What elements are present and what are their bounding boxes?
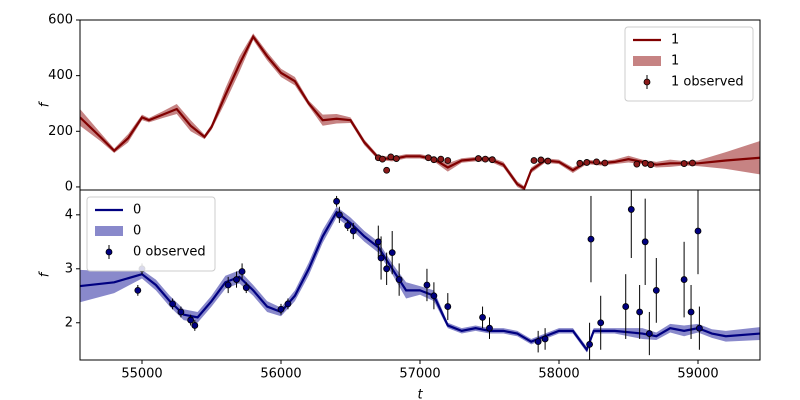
observed-point (488, 156, 496, 164)
x-tick-label: 59000 (677, 367, 718, 382)
observed-point (537, 156, 545, 164)
plot-area (80, 33, 760, 190)
observed-point (277, 305, 285, 313)
observed-point (541, 335, 549, 343)
observed-point (424, 154, 432, 162)
plot-area (80, 190, 760, 360)
legend-swatch (105, 248, 113, 256)
observed-point (695, 324, 703, 332)
observed-point (680, 276, 688, 283)
y-axis-label: f (38, 100, 53, 107)
observed-point (387, 153, 395, 161)
observed-point (444, 303, 452, 310)
observed-point (134, 286, 142, 294)
observed-point (388, 249, 396, 257)
legend-label: 1 (671, 54, 679, 69)
x-axis-label: t (417, 388, 423, 400)
observed-point (430, 156, 438, 164)
observed-point (627, 206, 635, 213)
observed-point (583, 159, 591, 166)
observed-point (377, 254, 385, 262)
y-tick-label: 0 (65, 179, 73, 194)
observed-point (601, 159, 609, 167)
observed-point (652, 286, 660, 294)
observed-point (383, 265, 391, 273)
legend: 1 1 1 observed (624, 26, 754, 102)
observed-point (576, 159, 584, 167)
legend-swatch (633, 56, 661, 66)
observed-point (383, 166, 391, 174)
legend-label: 1 observed (671, 75, 744, 90)
observed-point (481, 155, 489, 163)
observed-point (633, 160, 641, 168)
y-tick-label: 200 (48, 124, 73, 139)
observed-point (187, 316, 195, 324)
observed-point (191, 322, 199, 329)
legend-label: 1 (671, 33, 679, 48)
legend-swatch (643, 78, 651, 86)
legend: 0 0 0 observed (86, 196, 216, 272)
observed-point (374, 238, 382, 246)
observed-point (474, 155, 482, 162)
observed-point (238, 268, 246, 275)
observed-point (333, 197, 340, 205)
observed-point (586, 340, 593, 348)
y-axis-label: f (38, 270, 53, 277)
observed-point (641, 238, 649, 246)
observed-point (379, 155, 386, 163)
observed-point (645, 330, 653, 337)
observed-point (177, 308, 185, 316)
observed-point (687, 308, 695, 316)
legend-box (86, 196, 216, 272)
observed-point (349, 227, 357, 235)
mean-line (80, 210, 760, 353)
observed-point (534, 338, 542, 346)
observed-point (437, 155, 445, 163)
observed-point (597, 319, 605, 327)
legend-label: 0 (133, 203, 141, 218)
y-tick-label: 2 (65, 315, 73, 330)
observed-point (233, 276, 240, 283)
observed-point (593, 158, 600, 166)
y-tick-label: 400 (48, 68, 73, 83)
legend-label: 0 (133, 224, 141, 239)
observed-point (544, 157, 552, 165)
observed-point (622, 303, 630, 310)
observed-point (486, 324, 493, 332)
x-tick-label: 56000 (260, 367, 301, 382)
observed-point (689, 159, 696, 167)
observed-point (169, 300, 176, 308)
y-tick-label: 600 (48, 13, 73, 28)
y-tick-label: 4 (65, 207, 73, 222)
observed-point (284, 300, 292, 308)
observed-point (395, 276, 403, 283)
observed-point (479, 313, 486, 321)
observed-point (444, 157, 452, 164)
observed-point (392, 155, 400, 162)
observed-point (587, 235, 595, 243)
observed-point (636, 308, 644, 316)
mean-line (80, 34, 760, 190)
observed-point (641, 159, 649, 167)
observed-point (694, 227, 702, 235)
legend-box (624, 26, 754, 102)
observed-point (530, 157, 538, 164)
observed-point (344, 222, 352, 230)
legend-label: 0 observed (133, 245, 206, 260)
x-tick-label: 55000 (121, 367, 162, 382)
x-tick-label: 58000 (538, 367, 579, 382)
observed-point (647, 161, 655, 169)
observed-point (242, 284, 250, 292)
legend-swatch (95, 226, 123, 236)
observed-point (335, 211, 343, 219)
observed-point (423, 281, 431, 289)
observed-point (224, 281, 232, 289)
y-tick-label: 3 (65, 261, 73, 276)
x-tick-label: 57000 (399, 367, 440, 382)
observed-point (430, 292, 438, 300)
observed-point (680, 160, 688, 167)
